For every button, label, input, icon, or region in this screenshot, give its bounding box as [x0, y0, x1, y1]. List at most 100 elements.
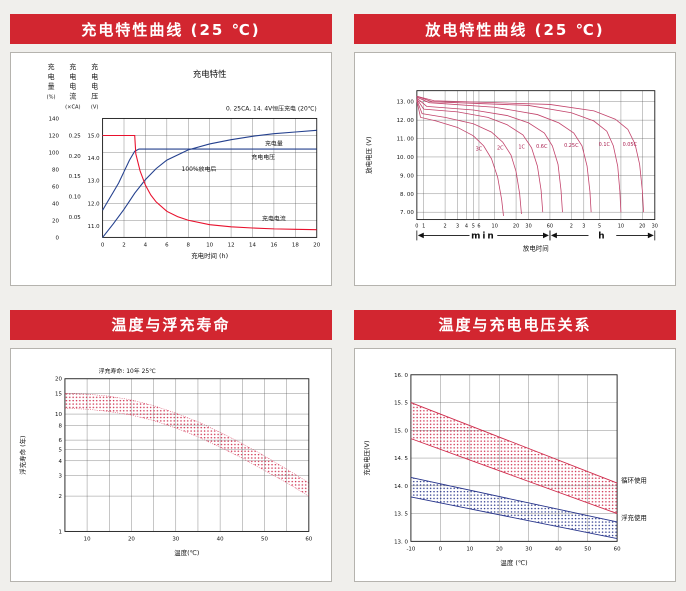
svg-text:20: 20	[55, 376, 62, 382]
svg-text:3: 3	[58, 473, 62, 479]
charge-chart-card: 0 2 4 6 8 10 12 14 16 18 20 0 20 40 60 80 100 120 140 0.05 0…	[10, 52, 332, 286]
svg-text:温度 (℃): 温度 (℃)	[500, 558, 527, 567]
svg-text:0.6C: 0.6C	[536, 144, 548, 150]
charge-panel-header: 充电特性曲线 (25 ℃)	[10, 14, 332, 44]
svg-text:30: 30	[525, 546, 532, 552]
panel-floatlife: 温度与浮充寿命 10 20 30 40 50 60 20 15 10 8 6 5 4 3 2 1 浮充寿命: 1…	[10, 309, 332, 591]
float-life-chart: 10 20 30 40 50 60 20 15 10 8 6 5 4 3 2 1 浮充寿命: 10年 25℃ 浮充…	[18, 366, 313, 557]
svg-text:0.1C: 0.1C	[599, 142, 611, 148]
svg-text:60: 60	[52, 184, 59, 190]
svg-text:40: 40	[217, 536, 224, 542]
svg-text:循环使用: 循环使用	[621, 475, 647, 484]
svg-text:16. 0: 16. 0	[394, 372, 408, 378]
svg-text:温度(℃): 温度(℃)	[174, 548, 199, 557]
svg-text:6: 6	[58, 438, 62, 444]
svg-text:2: 2	[570, 223, 573, 229]
svg-text:0.05: 0.05	[69, 215, 81, 221]
svg-text:100: 100	[49, 150, 60, 156]
svg-text:13.0: 13.0	[88, 179, 101, 185]
svg-text:0.20: 0.20	[69, 154, 82, 160]
svg-text:10: 10	[84, 536, 91, 542]
svg-text:1: 1	[422, 223, 425, 229]
discharge-panel-title: 放电特性曲线 (25 ℃)	[425, 20, 605, 39]
svg-text:8: 8	[58, 423, 62, 429]
svg-text:10: 10	[466, 546, 473, 552]
svg-text:10. 00: 10. 00	[397, 155, 415, 161]
svg-text:20: 20	[128, 536, 135, 542]
svg-text:30: 30	[652, 223, 658, 229]
svg-text:h: h	[598, 231, 606, 241]
floatlife-panel-title: 温度与浮充寿命	[111, 316, 231, 334]
charge-panel-title: 充电特性曲线 (25 ℃)	[81, 20, 261, 39]
svg-text:50: 50	[584, 546, 591, 552]
tempvolt-panel-title: 温度与充电电压关系	[438, 316, 592, 334]
svg-text:15. 0: 15. 0	[394, 428, 408, 434]
svg-text:10: 10	[492, 223, 498, 229]
svg-text:充电电压: 充电电压	[251, 153, 275, 161]
svg-text:放电电压 (V): 放电电压 (V)	[364, 137, 373, 174]
svg-text:40: 40	[52, 201, 59, 207]
svg-text:1: 1	[58, 529, 61, 535]
svg-text:压: 压	[91, 93, 98, 101]
svg-text:15. 5: 15. 5	[394, 400, 408, 406]
svg-text:20: 20	[496, 546, 503, 552]
discharge-panel-header: 放电特性曲线 (25 ℃)	[354, 14, 676, 44]
svg-text:(V): (V)	[91, 105, 99, 111]
svg-text:12: 12	[228, 242, 235, 248]
svg-text:0: 0	[415, 223, 418, 229]
floatlife-panel-header: 温度与浮充寿命	[10, 309, 332, 340]
svg-text:(×CA): (×CA)	[65, 105, 80, 111]
svg-text:充电特性: 充电特性	[193, 69, 227, 79]
svg-text:6: 6	[477, 223, 480, 229]
svg-text:80: 80	[52, 167, 59, 173]
svg-text:8: 8	[187, 242, 191, 248]
svg-text:40: 40	[555, 546, 562, 552]
svg-text:4: 4	[465, 223, 468, 229]
svg-text:12. 00: 12. 00	[397, 118, 415, 124]
svg-text:电: 电	[48, 72, 55, 81]
svg-text:3: 3	[582, 223, 585, 229]
svg-text:2C: 2C	[497, 146, 504, 152]
svg-text:0.25C: 0.25C	[564, 143, 579, 149]
svg-text:0.10: 0.10	[69, 195, 82, 201]
svg-text:0: 0	[439, 546, 443, 552]
svg-text:15: 15	[55, 391, 62, 397]
svg-text:浮充使用: 浮充使用	[621, 513, 647, 522]
svg-text:12.0: 12.0	[88, 201, 101, 207]
svg-text:13. 5: 13. 5	[394, 511, 408, 517]
svg-text:-10: -10	[406, 546, 415, 552]
svg-text:1C: 1C	[518, 145, 525, 151]
svg-text:20: 20	[52, 218, 59, 224]
svg-text:2: 2	[122, 242, 125, 248]
svg-text:13. 0: 13. 0	[394, 539, 408, 545]
svg-text:10: 10	[55, 412, 62, 418]
svg-text:5: 5	[58, 447, 61, 453]
svg-text:30: 30	[172, 536, 179, 542]
svg-text:电: 电	[91, 82, 98, 91]
svg-text:50: 50	[261, 536, 268, 542]
svg-text:0.25: 0.25	[69, 133, 81, 139]
svg-text:140: 140	[49, 116, 60, 122]
tempvolt-panel-header: 温度与充电电压关系	[354, 309, 676, 340]
svg-text:充电时间 (h): 充电时间 (h)	[191, 251, 228, 260]
svg-text:60: 60	[614, 546, 621, 552]
svg-text:20: 20	[313, 242, 320, 248]
svg-text:20: 20	[639, 223, 645, 229]
svg-text:电: 电	[91, 72, 98, 81]
svg-text:9. 00: 9. 00	[400, 173, 414, 179]
svg-text:5: 5	[472, 223, 475, 229]
svg-text:0: 0	[101, 242, 105, 248]
svg-text:100%放电后: 100%放电后	[182, 165, 217, 173]
svg-text:4: 4	[144, 242, 148, 248]
svg-text:14. 0: 14. 0	[394, 483, 408, 489]
svg-text:浮充寿命: 10年 25℃: 浮充寿命: 10年 25℃	[99, 366, 157, 374]
svg-text:60: 60	[547, 223, 553, 229]
svg-text:14. 5: 14. 5	[394, 456, 408, 462]
svg-text:充电电压(V): 充电电压(V)	[362, 440, 371, 475]
svg-text:3C: 3C	[476, 147, 483, 153]
svg-text:4: 4	[58, 458, 62, 464]
svg-text:120: 120	[49, 133, 60, 139]
discharge-chart-card: 0 1 2 3 4 5 6 10 20 30 60 2 3 5 10 20 30 13. 00 12. 00 11. …	[354, 52, 676, 286]
